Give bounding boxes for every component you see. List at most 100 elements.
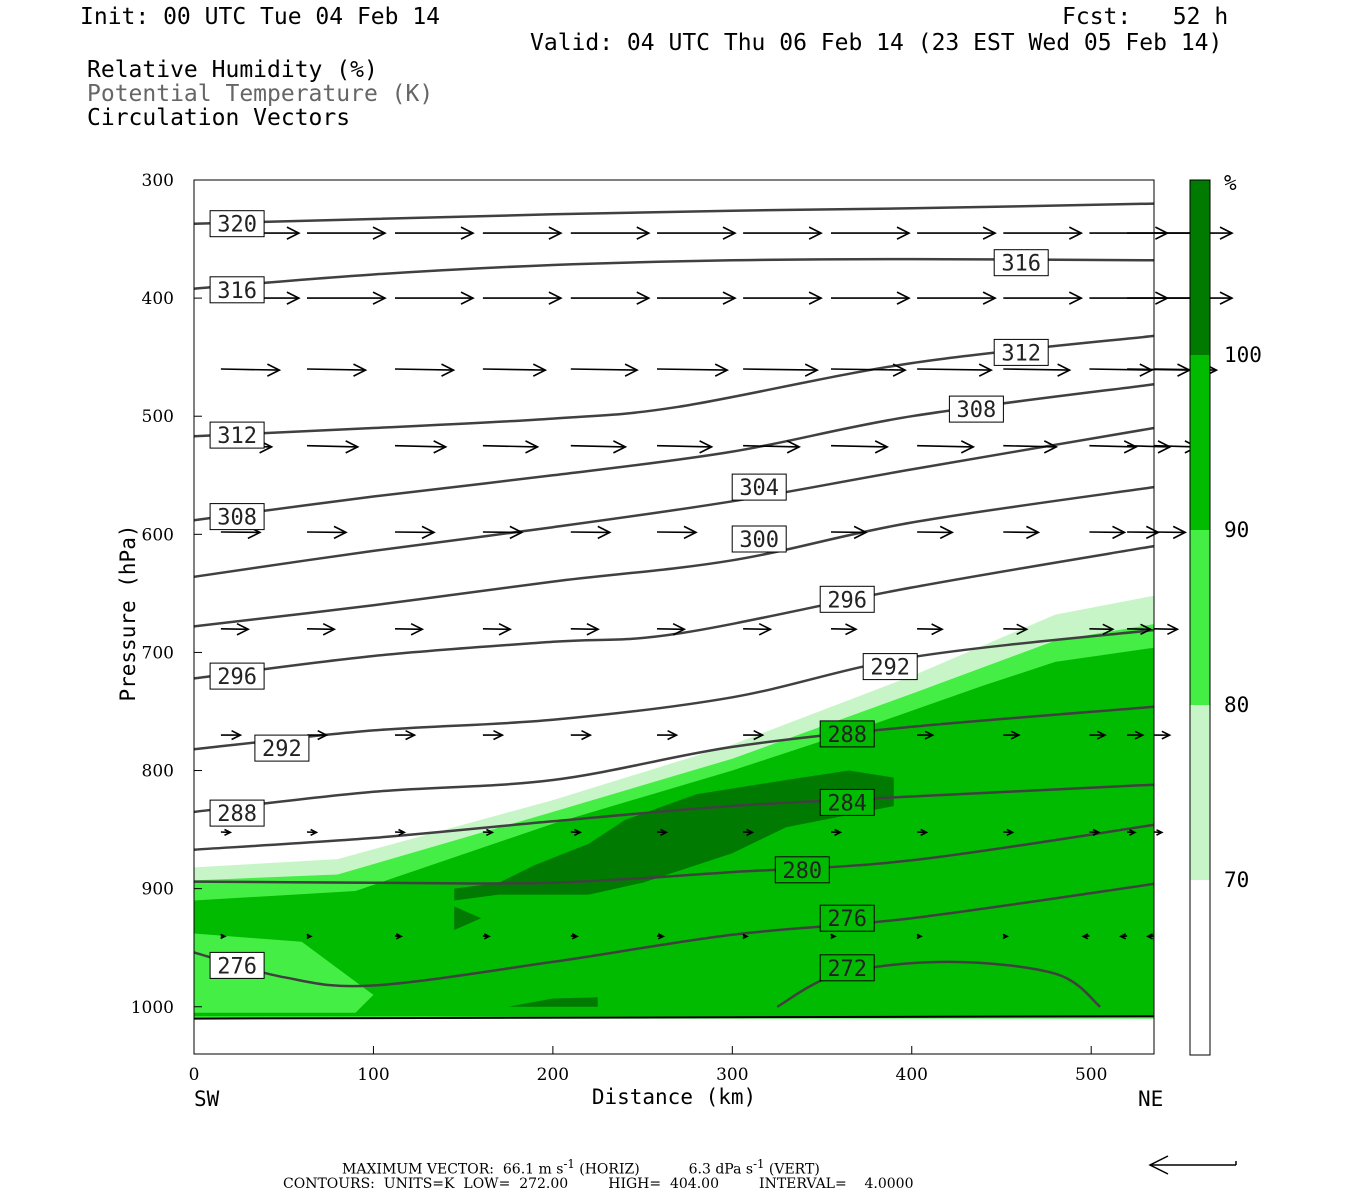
vector-arrow <box>570 933 579 940</box>
x-axis-label: Distance (km) <box>592 1085 756 1109</box>
vector-head <box>548 226 563 240</box>
vector-shaft <box>917 368 992 371</box>
x-tick-label: 300 <box>716 1065 748 1085</box>
vector-arrow <box>1003 363 1072 377</box>
contour-label-text: 276 <box>217 954 257 979</box>
vector-arrow <box>482 440 540 454</box>
vector-arrow <box>306 363 368 377</box>
contour-label: 320 <box>209 210 265 238</box>
theta-contour-312 <box>193 334 1155 438</box>
vector-head <box>1146 933 1153 940</box>
y-tick-label: 800 <box>142 762 174 782</box>
contour-label-text: 296 <box>217 665 257 690</box>
contour-label: 276 <box>819 904 875 932</box>
field-theta-title: Potential Temperature (K) <box>87 81 434 107</box>
vector-arrow <box>1003 226 1084 240</box>
x-tick-label: 0 <box>189 1065 200 1085</box>
y-tick-label: 300 <box>142 171 174 191</box>
reference-vector-icon <box>1148 1155 1237 1175</box>
vector-arrow <box>394 440 448 454</box>
vector-head <box>892 363 907 377</box>
contour-label-box <box>993 338 1049 366</box>
vector-head <box>433 440 448 454</box>
contour-label-text: 300 <box>739 528 779 553</box>
vector-arrow <box>395 226 475 240</box>
vector-head <box>310 828 319 837</box>
vector-shaft <box>394 444 446 448</box>
vector-shaft <box>656 628 685 631</box>
colorbar-tick-label: 80 <box>1224 693 1249 717</box>
vector-arrow <box>1119 933 1128 940</box>
contour-label: 308 <box>209 503 265 531</box>
theta-contour-276 <box>193 882 1155 988</box>
vector-shaft <box>830 628 857 631</box>
vector-head <box>1129 829 1137 836</box>
vector-head <box>333 525 348 540</box>
vector-arrow <box>570 828 582 837</box>
vector-arrow <box>1089 525 1127 540</box>
contour-label-text: 296 <box>827 588 867 613</box>
plot-frame <box>193 179 1155 1055</box>
contour-label: 276 <box>209 951 265 979</box>
contour-label-box <box>819 720 875 748</box>
vector-shaft <box>306 628 335 631</box>
vector-head <box>931 623 944 636</box>
contour-label-box <box>209 421 265 449</box>
vector-arrow <box>917 525 954 540</box>
vector-arrow <box>917 730 935 740</box>
vector-arrow <box>743 363 819 377</box>
vector-arrow <box>916 933 923 940</box>
contour-label-box <box>209 951 265 979</box>
vector-head <box>1043 440 1059 454</box>
vector-head <box>683 525 698 540</box>
contour-label-text: 320 <box>217 213 257 238</box>
contour-label-box <box>819 788 875 816</box>
vector-shaft <box>482 368 546 371</box>
vector-head <box>571 933 579 940</box>
contour-label-box <box>948 395 1004 423</box>
vector-arrow <box>220 729 243 741</box>
vector-head <box>286 226 301 240</box>
y-tick-label: 400 <box>142 289 174 309</box>
contour-label-text: 280 <box>782 859 822 884</box>
contour-label-text: 276 <box>827 907 867 932</box>
vector-head <box>509 525 524 540</box>
vector-shaft <box>1153 628 1178 631</box>
vector-arrow <box>395 729 417 741</box>
vector-head <box>398 828 407 837</box>
contour-label-layer: 320 316 316 312 312 308 308 304 300 296 296 292 292 2… <box>209 210 1049 982</box>
vector-arrow <box>1153 623 1180 636</box>
colorbar-segment-0 <box>1190 180 1210 355</box>
colorbar-segment-4 <box>1190 880 1210 1055</box>
vector-arrow <box>1153 829 1164 836</box>
vector-arrow <box>570 291 651 305</box>
theta-contour-304 <box>193 426 1155 579</box>
vector-arrow <box>1089 623 1115 636</box>
vector-head <box>483 933 491 940</box>
contour-label: 280 <box>774 856 830 884</box>
vector-head <box>548 291 563 305</box>
vector-arrow <box>656 828 669 837</box>
vector-arrow <box>830 623 858 636</box>
vector-arrow <box>1003 525 1041 540</box>
vector-head <box>1057 363 1072 377</box>
vector-head <box>714 363 729 377</box>
max-vector-label: MAXIMUM VECTOR: <box>342 1161 494 1178</box>
contour-label: 304 <box>731 473 787 501</box>
vector-head <box>660 828 669 837</box>
contour-label-box <box>254 734 310 762</box>
sw-end-label: SW <box>194 1087 220 1111</box>
vector-arrow <box>830 933 837 940</box>
contour-label-text: 292 <box>262 737 302 762</box>
vector-arrow <box>1127 829 1137 836</box>
vector-shaft <box>1089 444 1137 448</box>
vector-shaft <box>743 368 818 371</box>
vector-arrow <box>220 622 250 636</box>
contour-label-box <box>209 210 265 238</box>
vector-head <box>586 622 600 636</box>
vector-shaft <box>306 444 358 448</box>
max-vector-horiz: 66.1 m s <box>502 1161 564 1178</box>
vector-arrow <box>1089 828 1101 837</box>
vector-arrow <box>657 226 737 240</box>
